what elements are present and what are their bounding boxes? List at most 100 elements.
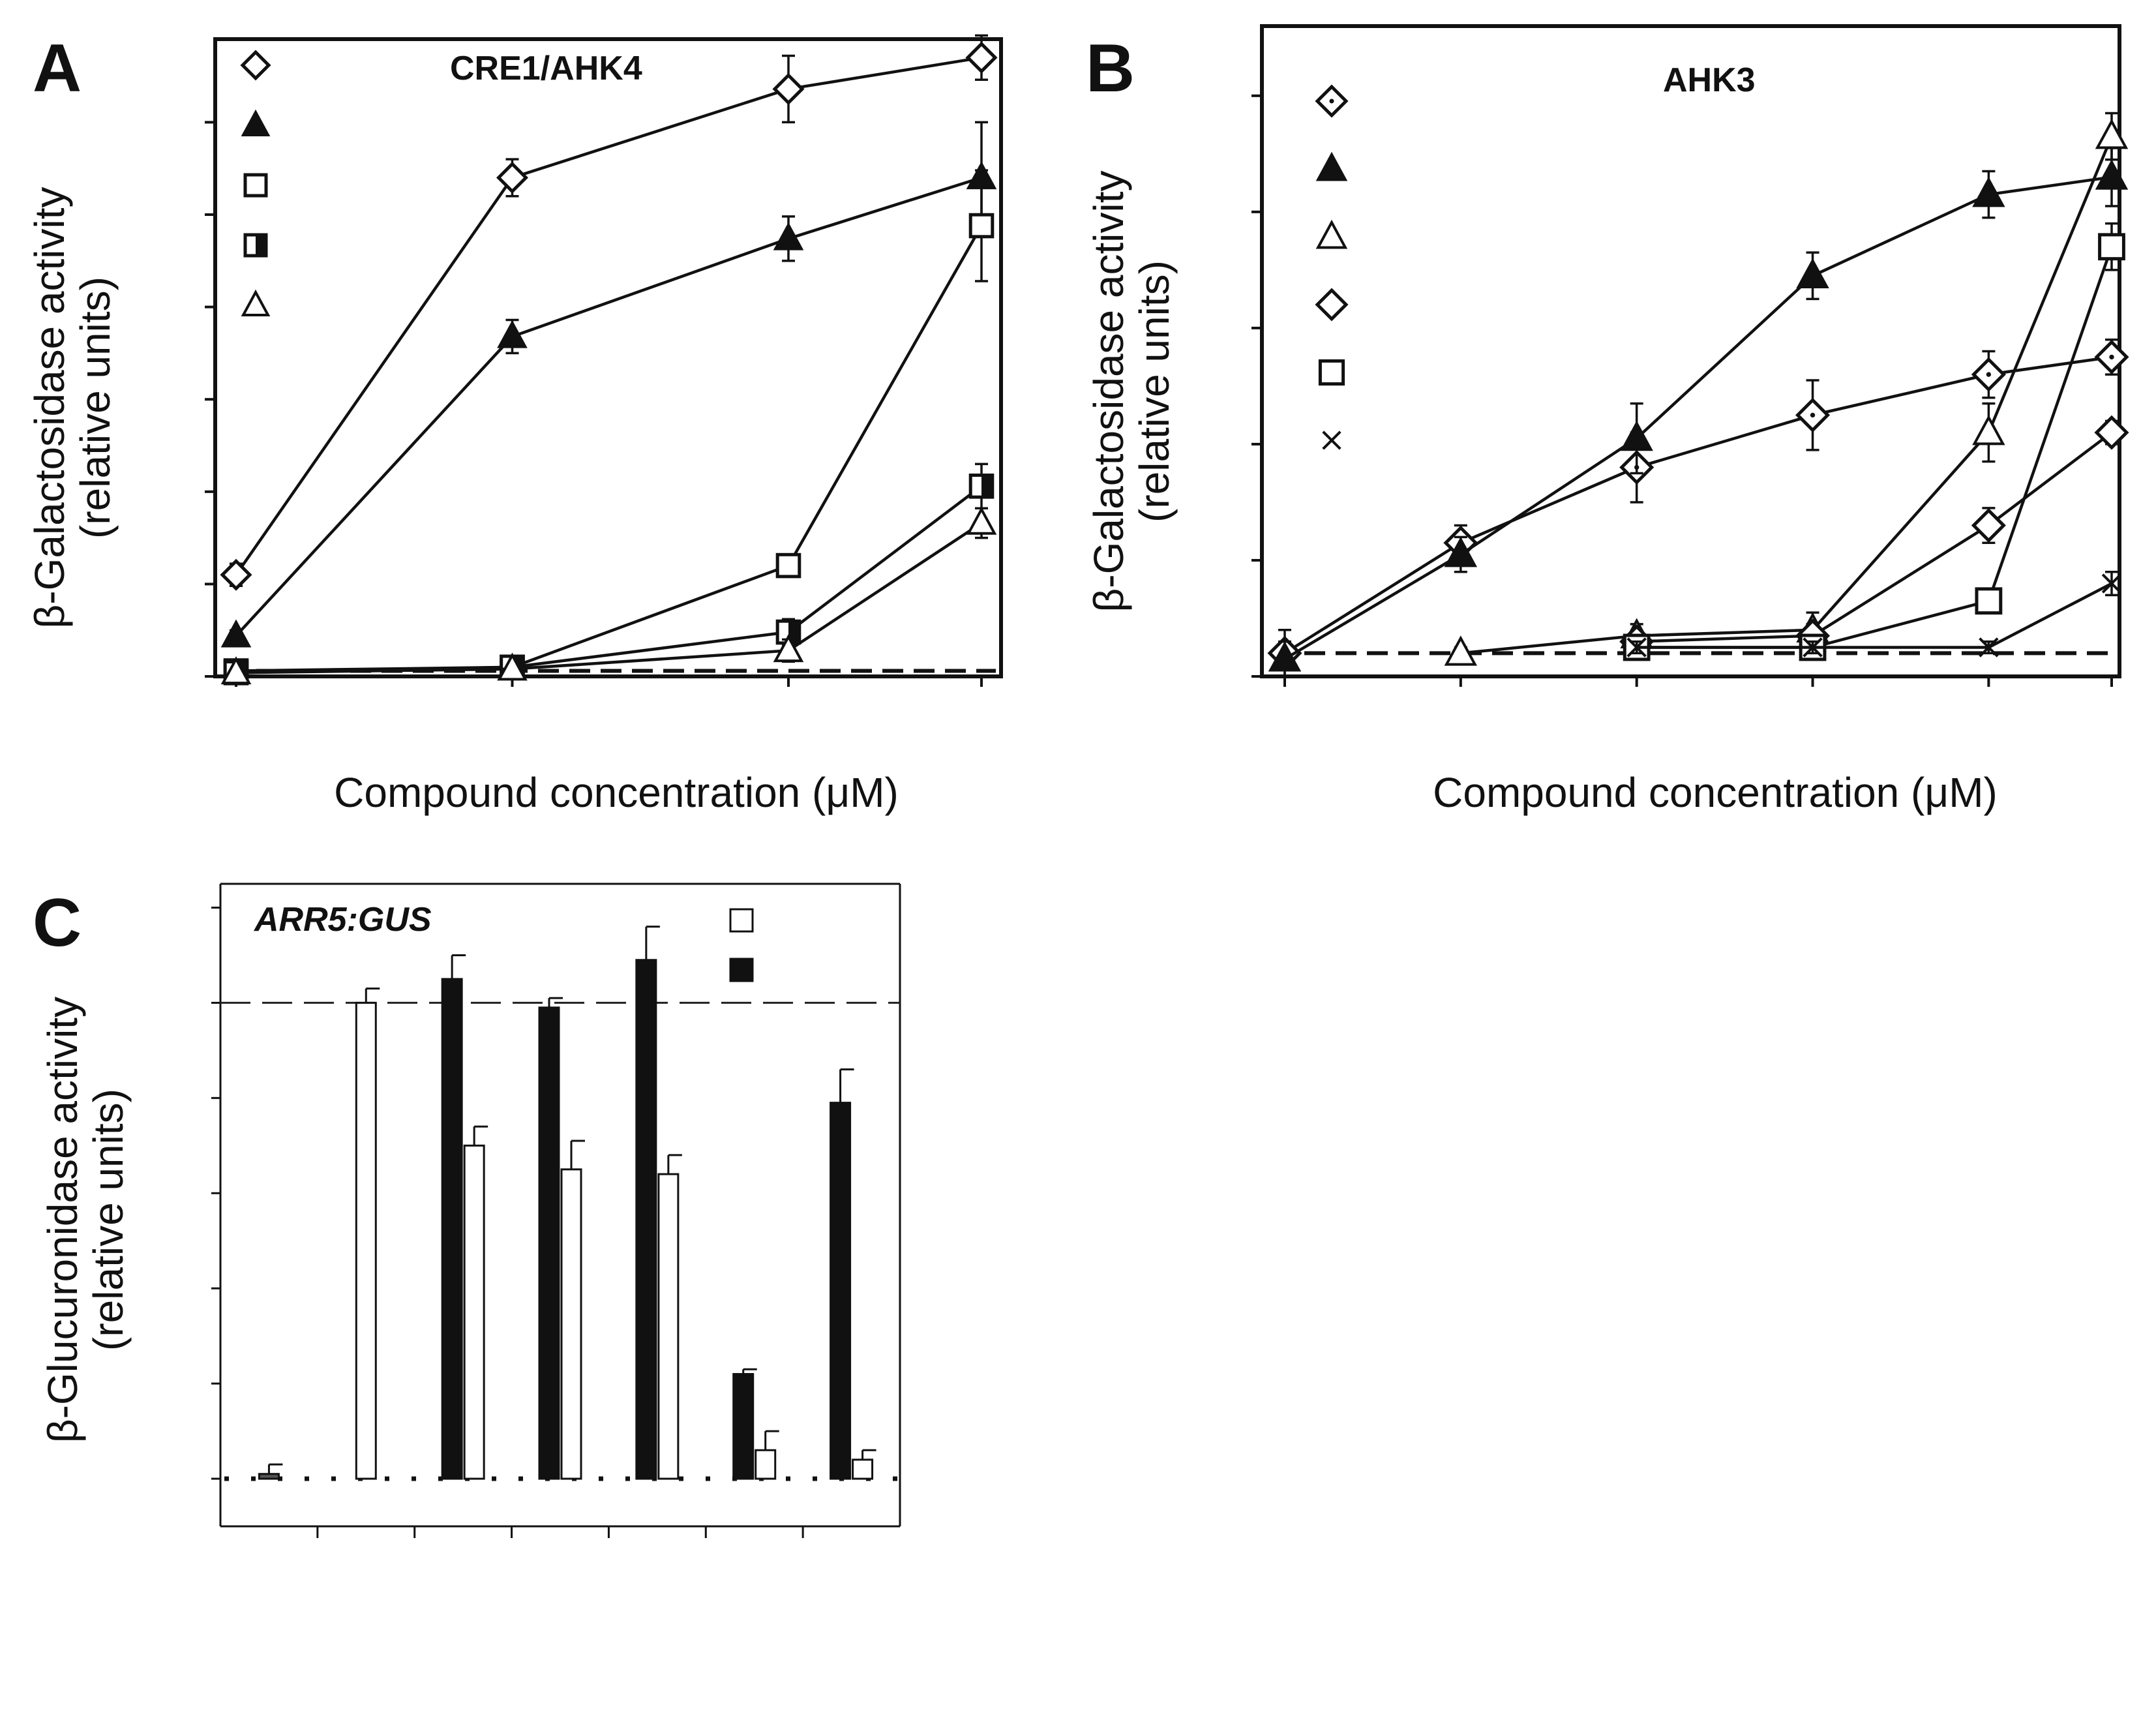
panel-b-series-tz bbox=[1267, 338, 2129, 678]
panel-b-line-tdz bbox=[1283, 175, 2112, 661]
panel-c-legend-swatch-10-m bbox=[729, 958, 754, 982]
panel-a-point-tz-1-shape bbox=[496, 161, 529, 194]
panel-b-point-tdz-0 bbox=[1268, 641, 1302, 672]
panel-a-point-td-k-3-shape bbox=[966, 506, 997, 535]
panel-a-point-tdz-1-shape bbox=[497, 320, 528, 348]
panel-c-letter: C bbox=[33, 885, 82, 961]
panel-a-point-tdz-2 bbox=[773, 222, 804, 250]
panel-b-point-tdz-5-shape bbox=[2095, 159, 2129, 190]
panel-b-point-td-4hk-3-stroke-2 bbox=[1803, 637, 1823, 657]
panel-a-legend-marker-td-k bbox=[241, 289, 271, 316]
panel-a-line-td-k bbox=[235, 522, 983, 674]
panel-b-point-td-5mek-5-shape bbox=[2094, 415, 2129, 450]
panel-a-point-td-k-0 bbox=[220, 656, 252, 685]
panel-a-line-tz bbox=[235, 56, 982, 576]
panel-b-legend-marker-td-k bbox=[1315, 219, 1348, 249]
panel-a-title: CRE1/AHK4 bbox=[450, 50, 642, 87]
panel-b-line-tz bbox=[1283, 355, 2112, 655]
panel-a-point-tz-1 bbox=[496, 161, 529, 194]
panel-a-point-td-ba-3-shape bbox=[968, 213, 995, 239]
panel-c-bar-td-5mek-10um bbox=[830, 1102, 852, 1480]
panel-a-point-tdz-2-shape bbox=[773, 222, 804, 250]
panel-b-legend-marker-td-5mek bbox=[1315, 288, 1349, 322]
panel-b-point-tz-4-dot bbox=[1986, 372, 1992, 377]
panel-c-bar-td-5mek-1um bbox=[852, 1458, 874, 1480]
panel-a-legend-marker-tdz bbox=[241, 109, 271, 136]
panel-a-point-td-k-1 bbox=[497, 652, 528, 681]
panel-b-point-tdz-1 bbox=[1444, 536, 1478, 567]
panel-a-point-td-k-2 bbox=[773, 634, 804, 663]
panel-b-series-td-5mek bbox=[1619, 415, 2129, 659]
panel-b-point-tdz-4-shape bbox=[1972, 176, 2005, 207]
panel-b-legend-marker-td-k-shape bbox=[1315, 219, 1348, 249]
panel-b-point-td-k-1-shape bbox=[1444, 635, 1478, 666]
panel-b-point-td-4hk-5 bbox=[2101, 573, 2122, 594]
panel-b-point-tz-3-dot bbox=[1810, 412, 1816, 418]
panel-a-legend-marker-tdz-shape bbox=[241, 109, 271, 136]
panel-c-title: ARR5:GUS bbox=[253, 901, 432, 939]
panel-a-plot-frame bbox=[213, 37, 1003, 678]
panel-b-point-td-4hk-5-stroke-2 bbox=[2101, 573, 2122, 594]
panel-b-point-td-5mek-4-shape bbox=[1971, 508, 2006, 543]
panel-c-ylabel-line2: (relative units) bbox=[85, 1089, 132, 1351]
panel-b-legend-marker-tz bbox=[1315, 84, 1349, 118]
panel-a-legend-marker-td-k-shape bbox=[241, 289, 271, 316]
panel-c-ylabel-line1: β-Glucuronidase activity bbox=[39, 997, 86, 1443]
panel-a-series-td-k bbox=[220, 506, 997, 685]
panel-a-line-tdz bbox=[235, 176, 982, 637]
panel-b-legend-marker-td-ba bbox=[1318, 359, 1345, 386]
panel-b-legend-marker-tdz-shape bbox=[1315, 151, 1348, 181]
panel-a-xlabel: Compound concentration (μM) bbox=[334, 769, 899, 816]
panel-c-bar-dmso-control bbox=[258, 1473, 280, 1480]
panel-c-bar-ba-1um bbox=[355, 1001, 377, 1480]
panel-b-ylabel-line2: (relative units) bbox=[1131, 260, 1178, 522]
panel-b-series-td-k bbox=[1444, 112, 2129, 666]
panel-b-point-td-4hk-2-stroke-2 bbox=[1626, 637, 1647, 657]
panel-b-series-td-4hk bbox=[1626, 571, 2122, 657]
panel-a-point-td-sk-3 bbox=[968, 474, 995, 499]
panel-b-point-td-5mek-5 bbox=[2094, 415, 2129, 450]
panel-a-legend-marker-tz-shape bbox=[240, 50, 271, 81]
panel-a-point-tdz-0-shape bbox=[220, 619, 252, 648]
panel-b-point-tz-5-dot bbox=[2109, 354, 2114, 360]
panel-a-legend-marker-td-sk-half bbox=[256, 235, 266, 256]
panel-a-chart bbox=[205, 34, 1003, 687]
panel-a-legend-marker-td-ba-shape bbox=[243, 173, 268, 198]
panel-b-point-td-ba-5-shape bbox=[2098, 233, 2125, 261]
panel-c-chart bbox=[211, 883, 901, 1538]
panel-a-point-td-k-2-shape bbox=[773, 634, 804, 663]
panel-b-point-tdz-3 bbox=[1796, 258, 1829, 289]
panel-b-point-td-k-4 bbox=[1972, 414, 2005, 446]
panel-b-letter: B bbox=[1086, 31, 1135, 106]
panel-b-legend-marker-td-4hk-stroke-2 bbox=[1322, 430, 1341, 450]
panel-b-point-td-ba-5 bbox=[2098, 233, 2125, 261]
panel-b-point-td-4hk-4 bbox=[1979, 637, 1999, 657]
panel-b-point-td-k-1 bbox=[1444, 635, 1478, 666]
panel-c-bar-td-ba-1um bbox=[463, 1144, 485, 1480]
panel-b-legend-marker-tz-dot bbox=[1329, 98, 1334, 104]
panel-a-point-td-k-0-shape bbox=[220, 656, 252, 685]
panel-a-point-tz-2 bbox=[772, 72, 805, 105]
panel-b-line-td-5mek bbox=[1636, 431, 2113, 643]
panel-b-point-td-k-4-shape bbox=[1972, 414, 2005, 446]
panel-a-legend-marker-td-ba bbox=[243, 173, 268, 198]
panel-b-line-td-4hk bbox=[1636, 582, 2113, 649]
panel-b-ylabel-line1: β-Galactosidase activity bbox=[1085, 170, 1132, 612]
panel-b-point-tz-3 bbox=[1795, 397, 1831, 432]
panel-b-point-tdz-2-shape bbox=[1620, 420, 1653, 451]
panel-b-legend-marker-tdz bbox=[1315, 151, 1348, 181]
panel-a-point-tz-3-shape bbox=[965, 41, 998, 74]
panel-a-point-tdz-0 bbox=[220, 619, 252, 648]
panel-a-point-td-sk-2-half bbox=[788, 621, 800, 643]
panel-c-bar-td-k-10um bbox=[538, 1006, 560, 1480]
panel-a-ylabel-line2: (relative units) bbox=[72, 277, 119, 539]
panel-a-series-td-sk bbox=[223, 462, 995, 686]
panel-b-point-td-k-5 bbox=[2095, 118, 2129, 149]
panel-a-point-tz-0 bbox=[220, 558, 252, 591]
panel-a-point-td-ba-2 bbox=[775, 552, 801, 579]
panel-b-point-tdz-2 bbox=[1620, 420, 1653, 451]
panel-b-point-tz-5 bbox=[2094, 339, 2129, 374]
panel-a-point-td-k-1-shape bbox=[497, 652, 528, 681]
panel-b-title: AHK3 bbox=[1663, 61, 1756, 99]
